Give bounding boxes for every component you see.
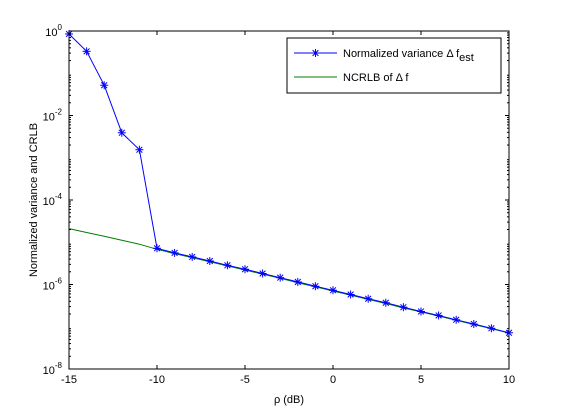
x-tick-label: 5	[418, 374, 424, 386]
data-point-series-1	[311, 282, 320, 291]
data-point-series-1	[170, 248, 179, 257]
data-point-series-1	[223, 261, 232, 270]
x-axis-label: ρ (dB)	[274, 394, 304, 406]
x-axis-ticks: -15 -10 -5 0 5 10	[61, 31, 515, 386]
x-tick-label: 0	[330, 374, 336, 386]
y-tick-label: 10-2	[43, 108, 63, 124]
y-tick-label: 10-8	[43, 361, 63, 377]
y-axis-label: Normalized variance and CRLB	[28, 123, 40, 277]
x-tick-label: 10	[503, 374, 515, 386]
data-point-series-1	[346, 290, 355, 299]
legend-box	[286, 37, 502, 94]
data-point-series-1	[417, 307, 425, 316]
data-point-series-1	[82, 47, 91, 56]
legend-marker-series-1	[311, 49, 320, 57]
data-point-series-1	[117, 128, 126, 137]
data-point-series-1	[153, 244, 161, 253]
series-line-1	[68, 33, 510, 334]
y-tick-label: 100	[45, 23, 62, 39]
data-point-series-1	[469, 320, 478, 329]
data-point-series-1	[329, 286, 337, 295]
x-tick-label: -10	[149, 374, 165, 386]
y-tick-label: 10-6	[43, 277, 63, 293]
data-point-series-1	[434, 311, 443, 320]
y-tick-label: 10-4	[43, 192, 63, 208]
data-point-series-1	[241, 265, 249, 274]
legend-label-series-1-subscript: est	[459, 52, 474, 64]
legend-label-series-1: Normalized variance Δ fest	[343, 48, 474, 64]
data-point-series-1	[399, 303, 408, 312]
data-point-series-1	[381, 298, 390, 307]
data-point-series-1	[452, 315, 461, 324]
x-tick-label: -5	[240, 374, 250, 386]
series-layer	[65, 29, 513, 337]
data-point-series-1	[188, 252, 197, 261]
data-point-series-1	[258, 269, 267, 278]
legend-asterisk-icon	[311, 49, 320, 57]
data-point-series-1	[293, 277, 302, 286]
data-point-series-1	[276, 273, 285, 282]
data-point-series-1	[364, 294, 373, 303]
x-tick-label: -15	[61, 374, 77, 386]
data-point-series-1	[505, 328, 513, 337]
legend-label-series-1-prefix: Normalized variance Δ f	[343, 48, 460, 60]
y-axis-ticks: 10-8 10-6 10-4 10-2 100	[43, 23, 509, 377]
legend: Normalized variance Δ fest NCRLB of Δ f	[286, 37, 502, 94]
data-point-series-1	[135, 145, 144, 154]
data-point-series-1	[100, 81, 109, 90]
data-point-series-1	[205, 256, 214, 265]
legend-label-series-2: NCRLB of Δ f	[343, 72, 409, 84]
data-point-series-1	[487, 324, 496, 333]
